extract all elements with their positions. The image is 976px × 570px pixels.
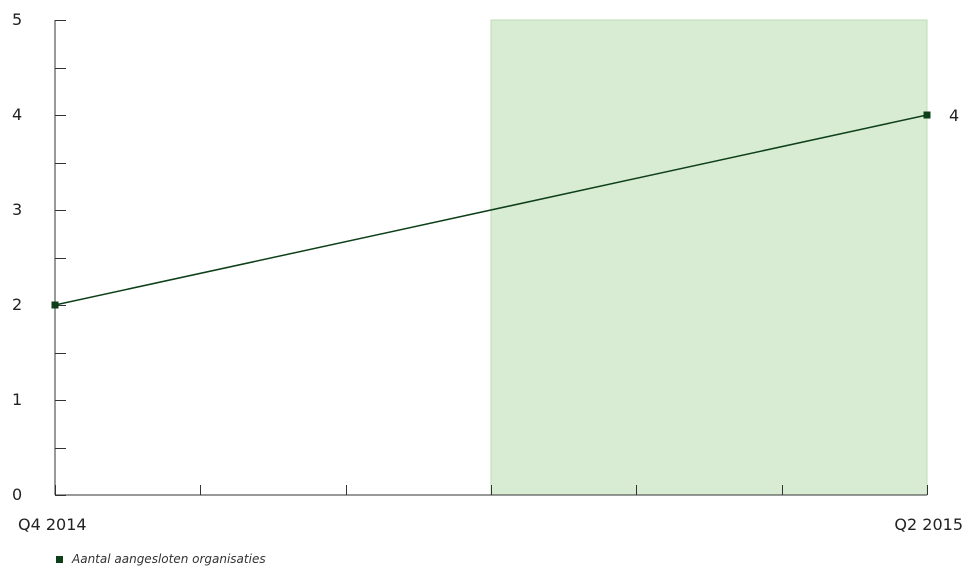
legend-swatch <box>56 555 63 563</box>
data-point-marker <box>51 301 59 309</box>
y-tick-label: 3 <box>12 200 22 219</box>
y-tick-label: 0 <box>12 485 22 504</box>
highlight-region <box>490 19 928 496</box>
y-tick-label: 5 <box>12 10 22 29</box>
y-tick-label: 1 <box>12 390 22 409</box>
data-label-last: 4 <box>949 106 959 125</box>
y-tick-label: 2 <box>12 295 22 314</box>
series-line-group <box>51 111 931 309</box>
legend: Aantal aangesloten organisaties <box>56 552 266 566</box>
y-axis: 0 1 2 3 4 5 <box>12 10 66 504</box>
data-point-marker <box>923 111 931 119</box>
y-tick-label: 4 <box>12 105 22 124</box>
series-line <box>54 114 928 306</box>
x-tick-label-end: Q2 2015 <box>894 515 963 534</box>
legend-label: Aantal aangesloten organisaties <box>72 552 266 566</box>
x-axis <box>55 485 928 496</box>
x-tick-label-start: Q4 2014 <box>18 515 87 534</box>
